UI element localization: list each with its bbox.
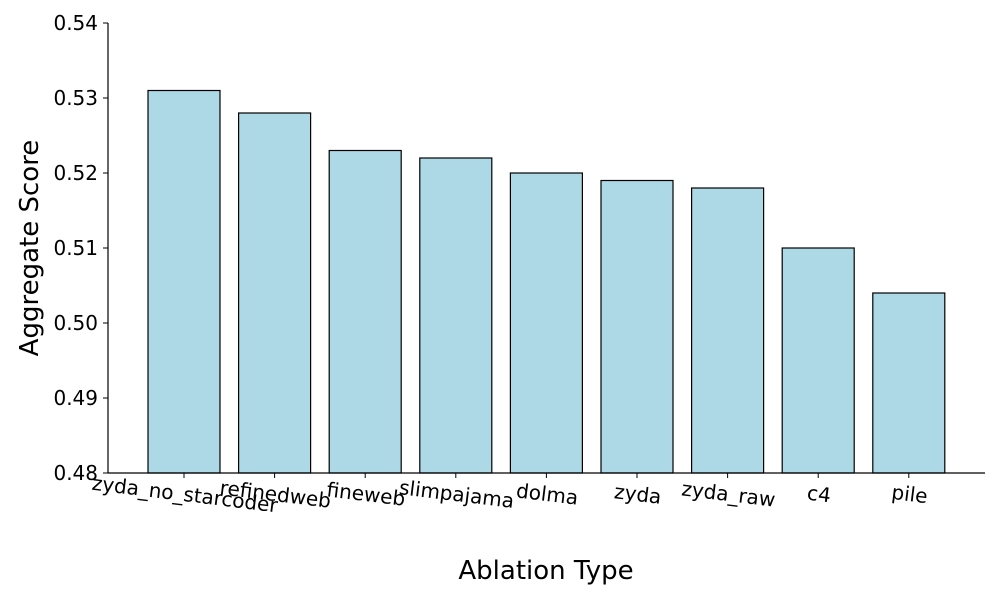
bar-c4 [781, 247, 855, 474]
y-tick-label: 0.51 [53, 236, 98, 260]
y-axis-title: Aggregate Score [15, 140, 45, 357]
x-axis-title: Ablation Type [458, 556, 633, 586]
x-tick-label: dolma [515, 478, 580, 509]
y-axis: 0.48 0.49 0.50 0.51 0.52 0.53 0.54 [53, 11, 109, 485]
x-tick-label: fineweb [325, 477, 406, 510]
y-tick-label: 0.48 [53, 461, 98, 485]
bar-refinedweb [238, 112, 312, 474]
bar-fineweb [328, 149, 402, 474]
y-tick-label: 0.52 [53, 161, 98, 185]
x-tick-label: zyda_raw [680, 476, 776, 511]
bar-zyda [600, 179, 674, 474]
y-tick-label: 0.50 [53, 311, 98, 335]
y-tick-label: 0.54 [53, 11, 98, 35]
x-tick-label: zyda [613, 479, 663, 509]
bar-zyda_no_starcoder [147, 89, 221, 474]
x-tick-label: pile [890, 480, 929, 508]
bars-group [147, 89, 946, 474]
x-axis: zyda_no_starcoderrefinedwebfinewebslimpa… [91, 471, 985, 517]
y-tick-label: 0.49 [53, 386, 98, 410]
x-tick-label: c4 [806, 481, 832, 508]
y-tick-label: 0.53 [53, 86, 98, 110]
bar-zyda_raw [690, 187, 765, 474]
bar-pile [872, 292, 946, 474]
bar-dolma [509, 172, 583, 474]
x-tick-label: slimpajama [398, 475, 516, 513]
bar-slimpajama [419, 157, 493, 474]
